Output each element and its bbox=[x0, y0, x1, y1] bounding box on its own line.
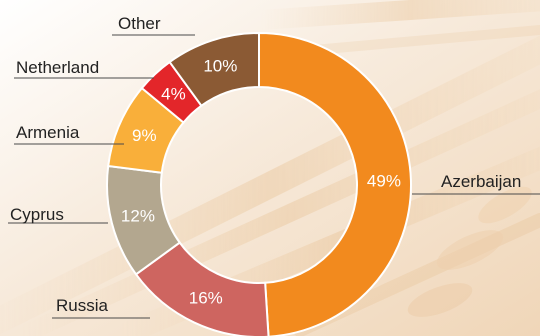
value-label-netherland: 4% bbox=[161, 84, 186, 103]
category-label-russia: Russia bbox=[56, 296, 109, 315]
value-label-azerbaijan: 49% bbox=[367, 172, 401, 191]
category-label-other: Other bbox=[118, 14, 161, 33]
value-label-cyprus: 12% bbox=[121, 207, 155, 226]
category-labels: Azerbaijan Russia Cyprus Armenia Netherland O… bbox=[8, 14, 540, 319]
value-label-other: 10% bbox=[203, 57, 237, 76]
value-label-russia: 16% bbox=[189, 289, 223, 308]
slice-other bbox=[168, 31, 260, 108]
value-label-armenia: 9% bbox=[132, 126, 157, 145]
category-label-azerbaijan: Azerbaijan bbox=[441, 172, 521, 191]
donut-inner-hole bbox=[162, 88, 356, 282]
donut-slices bbox=[106, 31, 412, 336]
donut-hole bbox=[162, 88, 356, 282]
category-label-netherland: Netherland bbox=[16, 58, 99, 77]
slice-azerbaijan bbox=[258, 31, 412, 336]
value-labels: 49% 16% 12% 9% 4% 10% bbox=[121, 57, 401, 308]
category-label-cyprus: Cyprus bbox=[10, 205, 64, 224]
category-label-armenia: Armenia bbox=[16, 123, 80, 142]
